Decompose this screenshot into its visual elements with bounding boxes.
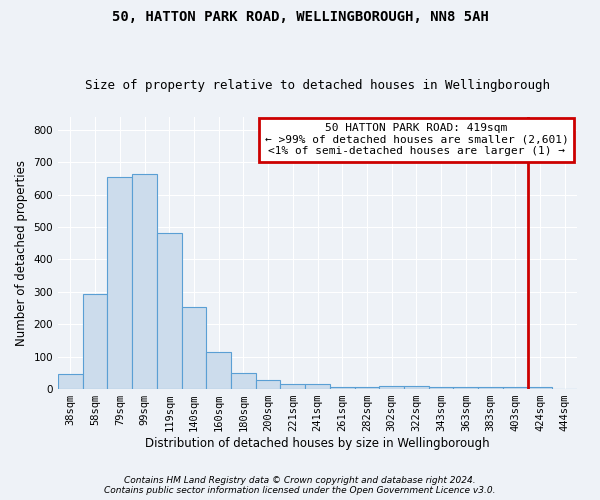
Bar <box>231 373 256 389</box>
Title: Size of property relative to detached houses in Wellingborough: Size of property relative to detached ho… <box>85 79 550 92</box>
Bar <box>206 352 231 389</box>
Y-axis label: Number of detached properties: Number of detached properties <box>15 160 28 346</box>
Bar <box>132 174 157 389</box>
Bar <box>280 384 305 389</box>
Text: Contains HM Land Registry data © Crown copyright and database right 2024.
Contai: Contains HM Land Registry data © Crown c… <box>104 476 496 495</box>
Bar <box>305 384 330 389</box>
Bar <box>404 386 429 389</box>
X-axis label: Distribution of detached houses by size in Wellingborough: Distribution of detached houses by size … <box>145 437 490 450</box>
Bar <box>83 294 107 389</box>
Bar <box>429 388 454 389</box>
Text: 50 HATTON PARK ROAD: 419sqm
← >99% of detached houses are smaller (2,601)
<1% of: 50 HATTON PARK ROAD: 419sqm ← >99% of de… <box>265 124 568 156</box>
Bar <box>379 386 404 389</box>
Bar <box>157 234 182 389</box>
Bar <box>58 374 83 389</box>
Bar <box>454 388 478 389</box>
Bar <box>355 388 379 389</box>
Bar <box>107 176 132 389</box>
Bar <box>503 388 527 389</box>
Bar <box>256 380 280 389</box>
Bar <box>478 388 503 389</box>
Text: 50, HATTON PARK ROAD, WELLINGBOROUGH, NN8 5AH: 50, HATTON PARK ROAD, WELLINGBOROUGH, NN… <box>112 10 488 24</box>
Bar <box>527 388 553 389</box>
Bar <box>330 388 355 389</box>
Bar <box>182 308 206 389</box>
